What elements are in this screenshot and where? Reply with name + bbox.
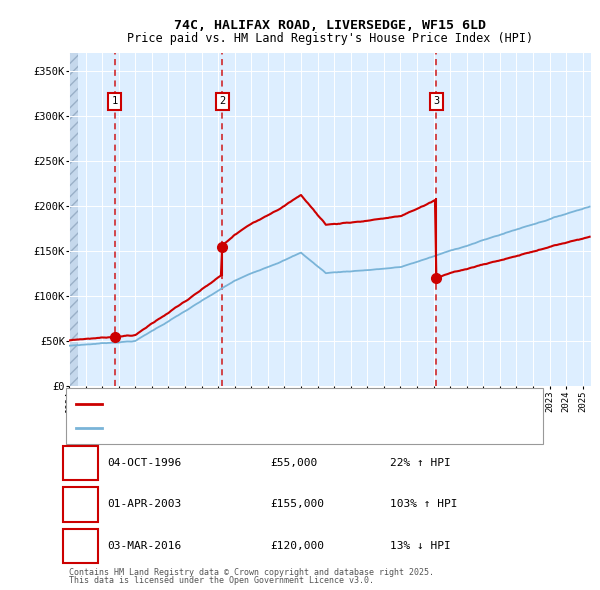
Text: 103% ↑ HPI: 103% ↑ HPI — [390, 500, 458, 509]
Text: 03-MAR-2016: 03-MAR-2016 — [107, 541, 181, 550]
Text: 13% ↓ HPI: 13% ↓ HPI — [390, 541, 451, 550]
Text: 22% ↑ HPI: 22% ↑ HPI — [390, 458, 451, 468]
Text: 74C, HALIFAX ROAD, LIVERSEDGE, WF15 6LD: 74C, HALIFAX ROAD, LIVERSEDGE, WF15 6LD — [174, 19, 486, 32]
Text: 3: 3 — [433, 96, 440, 106]
Text: 2: 2 — [219, 96, 226, 106]
Text: £120,000: £120,000 — [270, 541, 324, 550]
Text: 1: 1 — [77, 458, 84, 468]
Text: Price paid vs. HM Land Registry's House Price Index (HPI): Price paid vs. HM Land Registry's House … — [127, 32, 533, 45]
Text: 3: 3 — [77, 541, 84, 550]
Text: 74C, HALIFAX ROAD, LIVERSEDGE, WF15 6LD (semi-detached house): 74C, HALIFAX ROAD, LIVERSEDGE, WF15 6LD … — [106, 399, 464, 409]
Text: HPI: Average price, semi-detached house, Kirklees: HPI: Average price, semi-detached house,… — [106, 422, 394, 432]
Text: Contains HM Land Registry data © Crown copyright and database right 2025.: Contains HM Land Registry data © Crown c… — [69, 568, 434, 577]
Text: £55,000: £55,000 — [270, 458, 317, 468]
Bar — [69, 53, 78, 386]
Text: 04-OCT-1996: 04-OCT-1996 — [107, 458, 181, 468]
Text: This data is licensed under the Open Government Licence v3.0.: This data is licensed under the Open Gov… — [69, 576, 374, 585]
Text: £155,000: £155,000 — [270, 500, 324, 509]
Text: 2: 2 — [77, 500, 84, 509]
Text: 1: 1 — [112, 96, 118, 106]
Text: 01-APR-2003: 01-APR-2003 — [107, 500, 181, 509]
